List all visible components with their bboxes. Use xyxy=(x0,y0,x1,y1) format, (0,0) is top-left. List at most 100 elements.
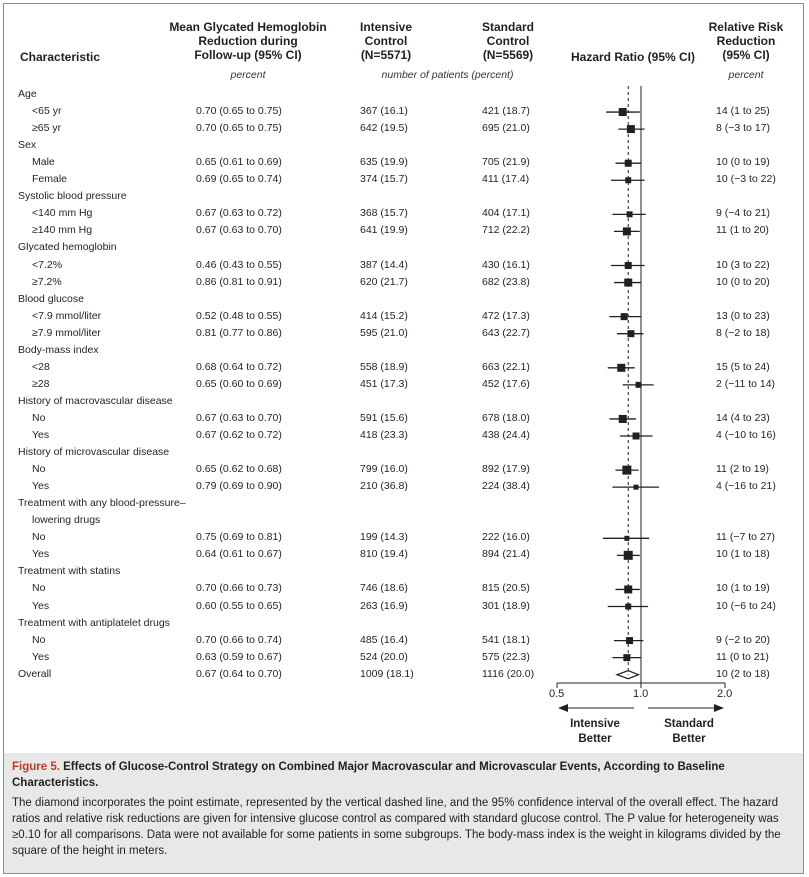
standard-arrow-head xyxy=(714,704,724,712)
category-row: Overall 0.67 (0.64 to 0.70) 1009 (18.1) 111… xyxy=(6,666,800,683)
rrr-cell: 4 (−16 to 21) xyxy=(716,480,776,493)
intensive-count-cell: 635 (19.9) xyxy=(360,156,408,169)
intensive-count-cell: 414 (15.2) xyxy=(360,309,408,322)
table-row: No 0.67 (0.63 to 0.70) 591 (15.6) 678 (18.0… xyxy=(6,410,800,427)
rrr-cell: 10 (0 to 20) xyxy=(716,275,770,288)
point-estimate-square xyxy=(623,654,631,662)
table-row: Female 0.69 (0.65 to 0.74) 374 (15.7) 411 (… xyxy=(6,171,800,188)
table-row: ≥65 yr 0.70 (0.65 to 0.75) 642 (19.5) 695 (… xyxy=(6,120,800,137)
subgroup-label: <140 mm Hg xyxy=(32,207,93,220)
category-label-continued: lowering drugs xyxy=(32,514,101,527)
header-characteristic: Characteristic xyxy=(20,50,101,64)
category-row: History of microvascular disease xyxy=(6,444,800,461)
table-row: <28 0.68 (0.64 to 0.72) 558 (18.9) 663 (22.… xyxy=(6,359,800,376)
header-rrr-line3: (95% CI) xyxy=(722,48,770,62)
point-estimate-square xyxy=(624,262,632,269)
table-row: Male 0.65 (0.61 to 0.69) 635 (19.9) 705 (21… xyxy=(6,154,800,171)
standard-count-cell: 222 (16.0) xyxy=(482,531,530,544)
category-label: Treatment with statins xyxy=(18,565,121,578)
unit-mean-percent: percent xyxy=(230,69,266,81)
mean-reduction-cell: 0.69 (0.65 to 0.74) xyxy=(196,173,282,186)
forest-plot xyxy=(556,86,726,712)
category-label: History of microvascular disease xyxy=(18,446,170,459)
intensive-count-cell: 374 (15.7) xyxy=(360,173,408,186)
intensive-count-cell: 387 (14.4) xyxy=(360,258,408,271)
standard-count-cell: 712 (22.2) xyxy=(482,224,530,237)
standard-count-cell: 404 (17.1) xyxy=(482,207,530,220)
mean-reduction-cell: 0.65 (0.61 to 0.69) xyxy=(196,156,282,169)
point-estimate-square xyxy=(622,227,631,236)
category-row: Glycated hemoglobin xyxy=(6,239,800,256)
intensive-better-label: Intensive Better xyxy=(570,718,620,745)
tick-label-2.0: 2.0 xyxy=(717,688,733,700)
header-mean-line3: Follow-up (95% CI) xyxy=(194,48,302,62)
category-label: Age xyxy=(18,88,37,100)
header-mean-line1: Mean Glycated Hemoglobin xyxy=(169,20,327,34)
mean-reduction-cell: 0.67 (0.63 to 0.72) xyxy=(196,207,282,220)
subgroup-label: Overall xyxy=(18,667,52,680)
mean-reduction-cell: 0.67 (0.64 to 0.70) xyxy=(196,667,282,680)
rrr-cell: 11 (2 to 19) xyxy=(716,463,769,476)
category-row-continued: lowering drugs xyxy=(6,512,800,529)
rrr-cell: 10 (3 to 22) xyxy=(716,258,770,271)
standard-count-cell: 575 (22.3) xyxy=(482,650,530,663)
subgroup-label: <65 yr xyxy=(32,105,62,118)
point-estimate-square xyxy=(635,381,642,388)
point-estimate-square xyxy=(618,414,627,423)
table-row: Yes 0.64 (0.61 to 0.67) 810 (19.4) 894 (21.… xyxy=(6,546,800,563)
mean-reduction-cell: 0.75 (0.69 to 0.81) xyxy=(196,531,282,544)
category-label: Body-mass index xyxy=(18,343,99,356)
rrr-cell: 11 (−7 to 27) xyxy=(716,531,776,544)
standard-count-cell: 894 (21.4) xyxy=(482,548,530,561)
caption-body: The diamond incorporates the point estim… xyxy=(12,797,781,857)
subgroup-label: No xyxy=(32,582,46,595)
mean-reduction-cell: 0.70 (0.66 to 0.73) xyxy=(196,582,282,595)
rrr-cell: 2 (−11 to 14) xyxy=(716,377,776,390)
subgroup-label: ≥140 mm Hg xyxy=(32,224,93,237)
rrr-cell: 10 (1 to 19) xyxy=(716,582,770,595)
standard-count-cell: 678 (18.0) xyxy=(482,411,530,424)
standard-count-cell: 301 (18.9) xyxy=(482,599,530,612)
subgroup-label: ≥7.2% xyxy=(32,275,62,288)
mean-reduction-cell: 0.63 (0.59 to 0.67) xyxy=(196,650,282,663)
point-estimate-square xyxy=(620,313,628,321)
point-estimate-square xyxy=(618,108,627,117)
point-estimate-square xyxy=(624,585,633,594)
caption-figure-label: Figure 5. xyxy=(12,761,60,773)
table-row: ≥7.2% 0.86 (0.81 to 0.91) 620 (21.7) 682 (2… xyxy=(6,274,800,291)
point-estimate-square xyxy=(632,432,640,440)
category-row: Sex xyxy=(6,137,800,154)
category-label: Sex xyxy=(18,139,37,152)
mean-reduction-cell: 0.65 (0.60 to 0.69) xyxy=(196,377,282,390)
mean-reduction-cell: 0.79 (0.69 to 0.90) xyxy=(196,480,282,493)
rrr-cell: 15 (5 to 24) xyxy=(716,360,770,373)
mean-reduction-cell: 0.70 (0.65 to 0.75) xyxy=(196,105,282,118)
point-estimate-square xyxy=(626,637,634,645)
mean-reduction-cell: 0.70 (0.65 to 0.75) xyxy=(196,122,282,135)
category-row: Treatment with antiplatelet drugs xyxy=(6,615,800,632)
subgroup-label: No xyxy=(32,463,46,476)
subgroup-label: <28 xyxy=(32,360,50,373)
category-label: Treatment with any blood-pressure– xyxy=(18,497,186,510)
table-row: No 0.75 (0.69 to 0.81) 199 (14.3) 222 (16.0… xyxy=(6,529,800,546)
category-label: History of macrovascular disease xyxy=(18,394,173,407)
rrr-cell: 4 (−10 to 16) xyxy=(716,429,776,441)
point-estimate-square xyxy=(626,125,635,134)
mean-reduction-cell: 0.68 (0.64 to 0.72) xyxy=(196,360,282,373)
point-estimate-square xyxy=(624,278,633,287)
intensive-count-cell: 210 (36.8) xyxy=(360,480,408,493)
table-row: Yes 0.79 (0.69 to 0.90) 210 (36.8) 224 (38.… xyxy=(6,478,800,495)
standard-count-cell: 452 (17.6) xyxy=(482,377,530,390)
header-mean-reduction: Mean Glycated Hemoglobin Reduction durin… xyxy=(168,20,328,62)
intensive-count-cell: 1009 (18.1) xyxy=(360,667,414,680)
subgroup-label: Female xyxy=(32,173,68,186)
subgroup-label: <7.2% xyxy=(32,258,63,271)
rrr-cell: 9 (−4 to 21) xyxy=(716,207,770,220)
mean-reduction-cell: 0.81 (0.77 to 0.86) xyxy=(196,326,282,339)
category-row: Blood glucose xyxy=(6,291,800,308)
category-row: Body-mass index xyxy=(6,342,800,359)
rrr-cell: 8 (−2 to 18) xyxy=(716,326,770,339)
standard-count-cell: 815 (20.5) xyxy=(482,582,530,595)
category-row: History of macrovascular disease xyxy=(6,393,800,410)
table-row: ≥28 0.65 (0.60 to 0.69) 451 (17.3) 452 (17.… xyxy=(6,376,800,393)
